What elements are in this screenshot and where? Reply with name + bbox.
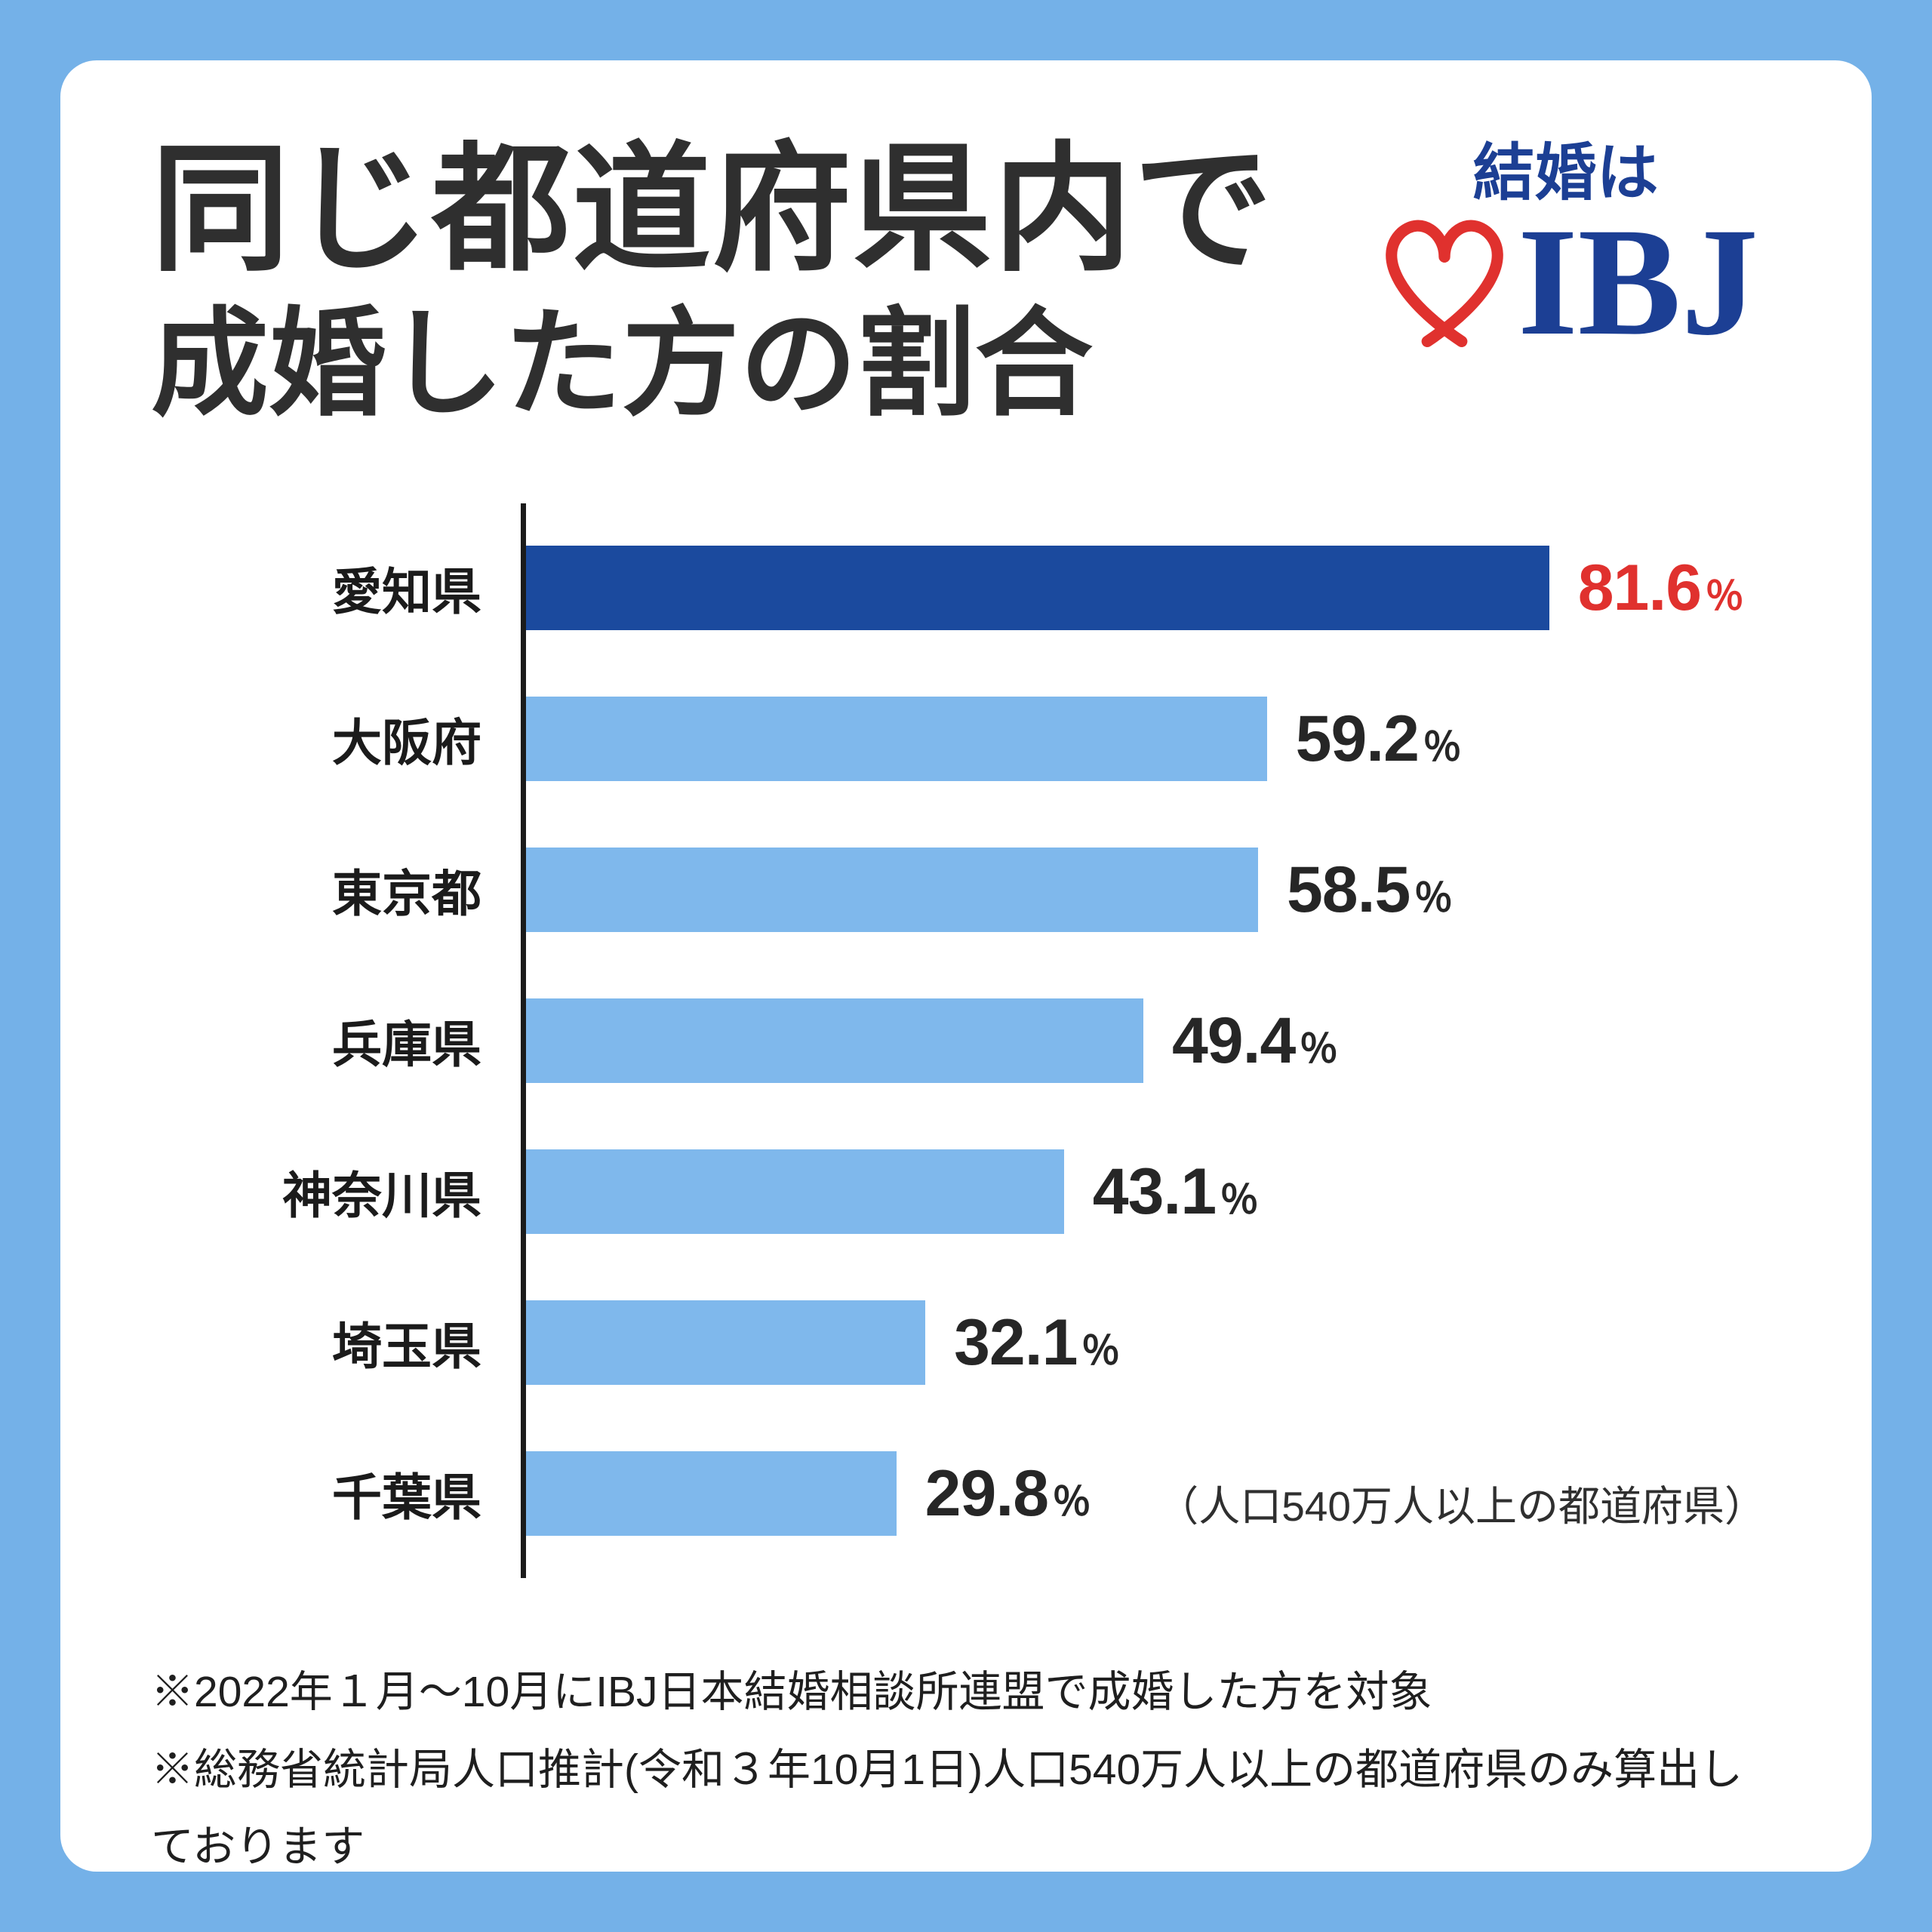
value-number: 81.6	[1577, 551, 1702, 624]
category-label: 愛知県	[332, 564, 481, 620]
category-label: 埼玉県	[332, 1318, 481, 1374]
bar-area: 43.1 ％	[521, 1116, 1781, 1267]
percent-sign: ％	[1705, 574, 1745, 619]
bar	[521, 697, 1267, 781]
bar	[521, 1451, 897, 1536]
title-line-1: 同じ都道府県内で	[151, 131, 1275, 287]
page-title: 同じ都道府県内で 成婚した方の割合	[151, 140, 1274, 423]
logo-row: IBJ	[1373, 196, 1758, 368]
chart-rows: 愛知県 81.6 ％大阪府 59.2 ％東京都 58.5 ％兵庫県 49.4 ％神奈川県 43.1…	[151, 512, 1781, 1569]
bar	[521, 546, 1549, 630]
footnote-1: ※2022年１月～10月にIBJ日本結婚相談所連盟で成婚した方を対象	[151, 1668, 1432, 1716]
bar-area: 81.6 ％	[521, 512, 1781, 663]
percent-sign: ％	[1081, 1329, 1121, 1374]
category-label: 東京都	[332, 866, 481, 921]
bar-area: 29.8 ％	[521, 1418, 1781, 1569]
value-label: 29.8 ％	[925, 1457, 1091, 1531]
value-label: 43.1 ％	[1093, 1155, 1259, 1229]
chart-row: 千葉県 29.8 ％	[151, 1418, 1781, 1569]
chart-row: 大阪府 59.2 ％	[151, 663, 1781, 814]
value-number: 29.8	[924, 1457, 1049, 1530]
ibj-logo-text: IBJ	[1517, 196, 1758, 368]
percent-sign: ％	[1414, 876, 1454, 921]
chart-row: 神奈川県 43.1 ％	[151, 1116, 1781, 1267]
value-number: 32.1	[954, 1306, 1078, 1379]
chart-row: 兵庫県 49.4 ％	[151, 965, 1781, 1116]
bar-area: 59.2 ％	[521, 663, 1781, 814]
chart-note: （人口540万人以上の都道府県）	[1157, 1483, 1766, 1530]
bar	[521, 998, 1143, 1083]
heart-icon	[1386, 220, 1503, 348]
bar-chart: 愛知県 81.6 ％大阪府 59.2 ％東京都 58.5 ％兵庫県 49.4 ％神奈川県 43.1…	[151, 503, 1781, 1578]
bar-area: 49.4 ％	[521, 965, 1781, 1116]
y-axis-line	[521, 503, 526, 1578]
chart-row: 東京都 58.5 ％	[151, 814, 1781, 965]
bar	[521, 1300, 926, 1385]
bar	[521, 848, 1258, 932]
percent-sign: ％	[1052, 1480, 1092, 1524]
infographic-card: 同じ都道府県内で 成婚した方の割合 結婚は IBJ 愛知県 81.6 ％大阪府 59.…	[60, 60, 1872, 1872]
header: 同じ都道府県内で 成婚した方の割合 結婚は IBJ	[151, 139, 1781, 423]
ibj-logo: 結婚は IBJ	[1373, 139, 1758, 368]
value-number: 59.2	[1295, 702, 1420, 775]
bar-area: 58.5 ％	[521, 814, 1781, 965]
value-label: 32.1 ％	[954, 1306, 1120, 1380]
value-number: 49.4	[1171, 1004, 1296, 1077]
category-label: 神奈川県	[282, 1168, 481, 1223]
value-label: 49.4 ％	[1172, 1004, 1338, 1078]
footnotes: ※2022年１月～10月にIBJ日本結婚相談所連盟で成婚した方を対象 ※総務省統…	[151, 1654, 1781, 1886]
value-number: 43.1	[1092, 1155, 1217, 1228]
chart-row: 埼玉県 32.1 ％	[151, 1267, 1781, 1418]
category-label: 大阪府	[332, 715, 481, 771]
value-label: 58.5 ％	[1287, 853, 1453, 928]
chart-row: 愛知県 81.6 ％	[151, 512, 1781, 663]
category-label: 兵庫県	[332, 1017, 481, 1072]
percent-sign: ％	[1220, 1178, 1260, 1223]
bar-area: 32.1 ％	[521, 1267, 1781, 1418]
value-label: 81.6 ％	[1578, 551, 1744, 626]
logo-tagline: 結婚は	[1472, 139, 1659, 208]
percent-sign: ％	[1423, 725, 1463, 770]
bar	[521, 1149, 1064, 1234]
footnote-2: ※総務省統計局人口推計(令和３年10月1日)人口540万人以上の都道府県のみ算出…	[151, 1745, 1743, 1872]
title-line-2: 成婚した方の割合	[151, 299, 1093, 430]
value-number: 58.5	[1286, 853, 1411, 926]
percent-sign: ％	[1299, 1027, 1339, 1072]
category-label: 千葉県	[332, 1469, 481, 1525]
value-label: 59.2 ％	[1296, 702, 1462, 777]
